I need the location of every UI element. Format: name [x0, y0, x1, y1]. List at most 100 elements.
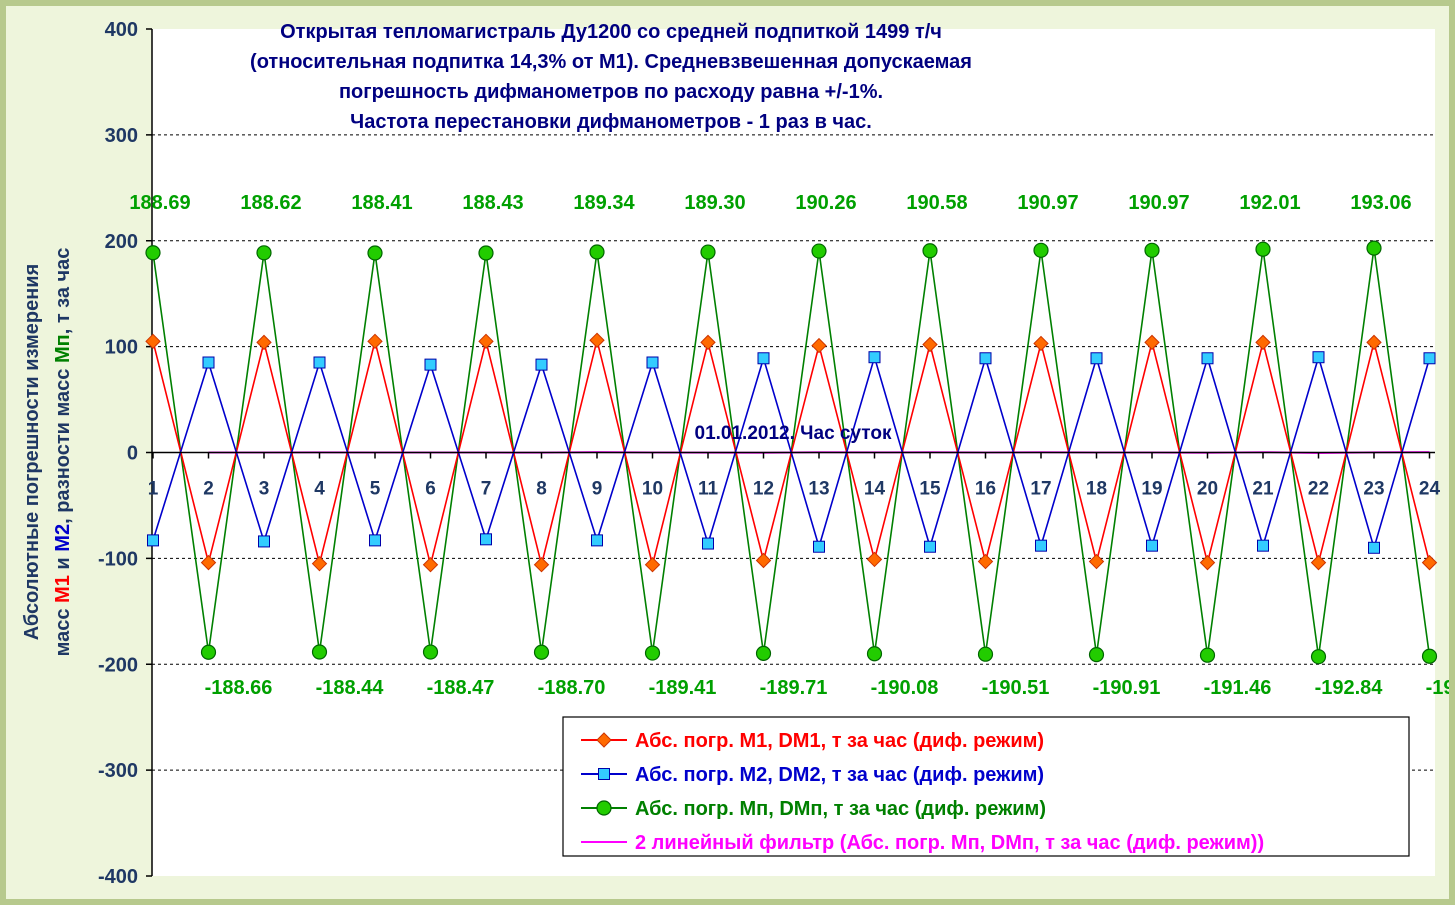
point-m2 [1312, 351, 1325, 364]
x-tick-label: 19 [1141, 479, 1162, 500]
point-m2 [1201, 352, 1214, 365]
x-tick-label: 5 [370, 479, 381, 500]
x-tick-label: 4 [314, 479, 325, 500]
point-m2 [258, 535, 270, 548]
point-m2 [535, 358, 548, 371]
point-mp [422, 644, 439, 660]
point-m1 [1421, 554, 1438, 571]
legend-label-filter: 2 линейный фильтр (Абс. погр. Мп, DМп, т… [635, 832, 1264, 854]
data-label-top: 189.30 [684, 192, 745, 214]
point-m1 [811, 337, 827, 354]
x-tick-label: 22 [1308, 479, 1329, 500]
point-m1 [977, 553, 994, 570]
data-label-top: 190.58 [906, 192, 967, 214]
x-tick-label: 13 [808, 479, 829, 500]
point-m2 [868, 351, 881, 364]
data-label-bottom: -188.66 [205, 677, 273, 699]
data-label-top: 190.97 [1128, 192, 1189, 214]
title-line: Открытая тепломагистраль Ду1200 со средн… [280, 21, 942, 43]
x-tick-label: 2 [203, 479, 214, 500]
y-tick-label: 100 [105, 337, 138, 359]
point-m2 [1146, 539, 1158, 552]
point-m2 [147, 534, 159, 547]
data-label-bottom: -189.71 [760, 677, 828, 699]
point-mp [145, 245, 161, 261]
point-m1 [1366, 334, 1382, 351]
point-m2 [1090, 352, 1103, 365]
point-mp [533, 644, 550, 660]
x-tick-label: 23 [1363, 479, 1384, 500]
point-m2 [702, 537, 714, 550]
x-tick-label: 21 [1252, 479, 1274, 500]
data-label-top: 193.06 [1350, 192, 1411, 214]
point-m2 [369, 534, 381, 547]
y-tick-label: 400 [105, 19, 138, 41]
title-line: (относительная подпитка 14,3% от М1). Ср… [250, 51, 972, 73]
point-mp [755, 645, 772, 661]
chart-title: Открытая тепломагистраль Ду1200 со средн… [250, 21, 972, 133]
data-label-top: 189.34 [573, 192, 635, 214]
data-label-bottom: -190.91 [1093, 677, 1161, 699]
point-m2 [591, 534, 603, 547]
data-label-top: 188.43 [462, 192, 523, 214]
point-m1 [422, 557, 439, 573]
point-m2 [924, 540, 936, 553]
point-m1 [700, 334, 716, 351]
data-label-bottom: -192.45 [1426, 677, 1449, 699]
y-tick-label: 300 [105, 125, 138, 147]
point-mp [866, 646, 883, 662]
y-axis-label-line2: масс М1 и М2, разности масс Мп, т за час [52, 248, 74, 657]
data-label-bottom: -189.41 [649, 677, 717, 699]
point-mp [311, 644, 328, 660]
point-m1 [145, 333, 161, 350]
point-m1 [755, 552, 772, 569]
x-tick-label: 3 [259, 479, 270, 500]
data-label-top: 192.01 [1239, 192, 1300, 214]
y-axis-label-part: , разности масс [52, 363, 74, 524]
point-mp [589, 244, 605, 260]
x-tick-label: 17 [1030, 479, 1051, 500]
title-line: погрешность дифманометров по расходу рав… [339, 81, 883, 103]
point-m1 [1144, 334, 1160, 351]
point-m2 [480, 533, 492, 546]
point-m2 [202, 356, 215, 369]
data-label-bottom: -190.51 [982, 677, 1050, 699]
y-axis-label-part: М1 [52, 575, 74, 603]
y-axis-label-part: и [52, 552, 74, 575]
point-m2 [424, 358, 437, 371]
point-mp [1255, 241, 1271, 257]
point-mp [1199, 647, 1216, 663]
point-mp [1144, 242, 1160, 258]
point-mp [367, 245, 383, 261]
title-line: Частота перестановки дифманометров - 1 р… [350, 111, 872, 133]
y-tick-label: -200 [98, 654, 138, 676]
point-mp [811, 243, 827, 259]
point-m1 [922, 336, 938, 353]
point-m2 [979, 352, 992, 365]
data-label-bottom: -190.08 [871, 677, 939, 699]
data-label-top: 188.41 [351, 192, 412, 214]
point-mp [596, 800, 612, 816]
data-labels: 188.69 188.62 188.41 188.43 189.34 189.30 190.… [129, 192, 1455, 699]
point-m2 [1035, 539, 1047, 552]
data-label-top: 190.97 [1017, 192, 1078, 214]
chart-svg: -400 -300 -200 -100 0 100 200 300 400 Открытая т… [21, 19, 1455, 888]
data-label-bottom: -192.84 [1315, 677, 1384, 699]
point-m1 [866, 551, 883, 568]
x-tick-label: 16 [975, 479, 996, 500]
point-m1 [533, 557, 550, 573]
y-axis-label-part: Мп [52, 334, 74, 363]
y-axis: -400 -300 -200 -100 0 100 200 300 400 [98, 19, 153, 888]
x-tick-label: 24 [1419, 479, 1441, 500]
point-mp [644, 645, 661, 661]
point-mp [922, 243, 938, 259]
point-mp [1310, 649, 1327, 665]
y-axis-label-part: , т за час [52, 248, 74, 335]
y-axis-label-line1: Абсолютные погрешности измерения [21, 264, 43, 641]
point-m1 [367, 333, 383, 350]
point-mp [700, 244, 716, 260]
y-tick-label: -300 [98, 760, 138, 782]
legend-label-m1: Абс. погр. М1, DМ1, т за час (диф. режим… [635, 730, 1044, 752]
point-m2 [1257, 539, 1269, 552]
